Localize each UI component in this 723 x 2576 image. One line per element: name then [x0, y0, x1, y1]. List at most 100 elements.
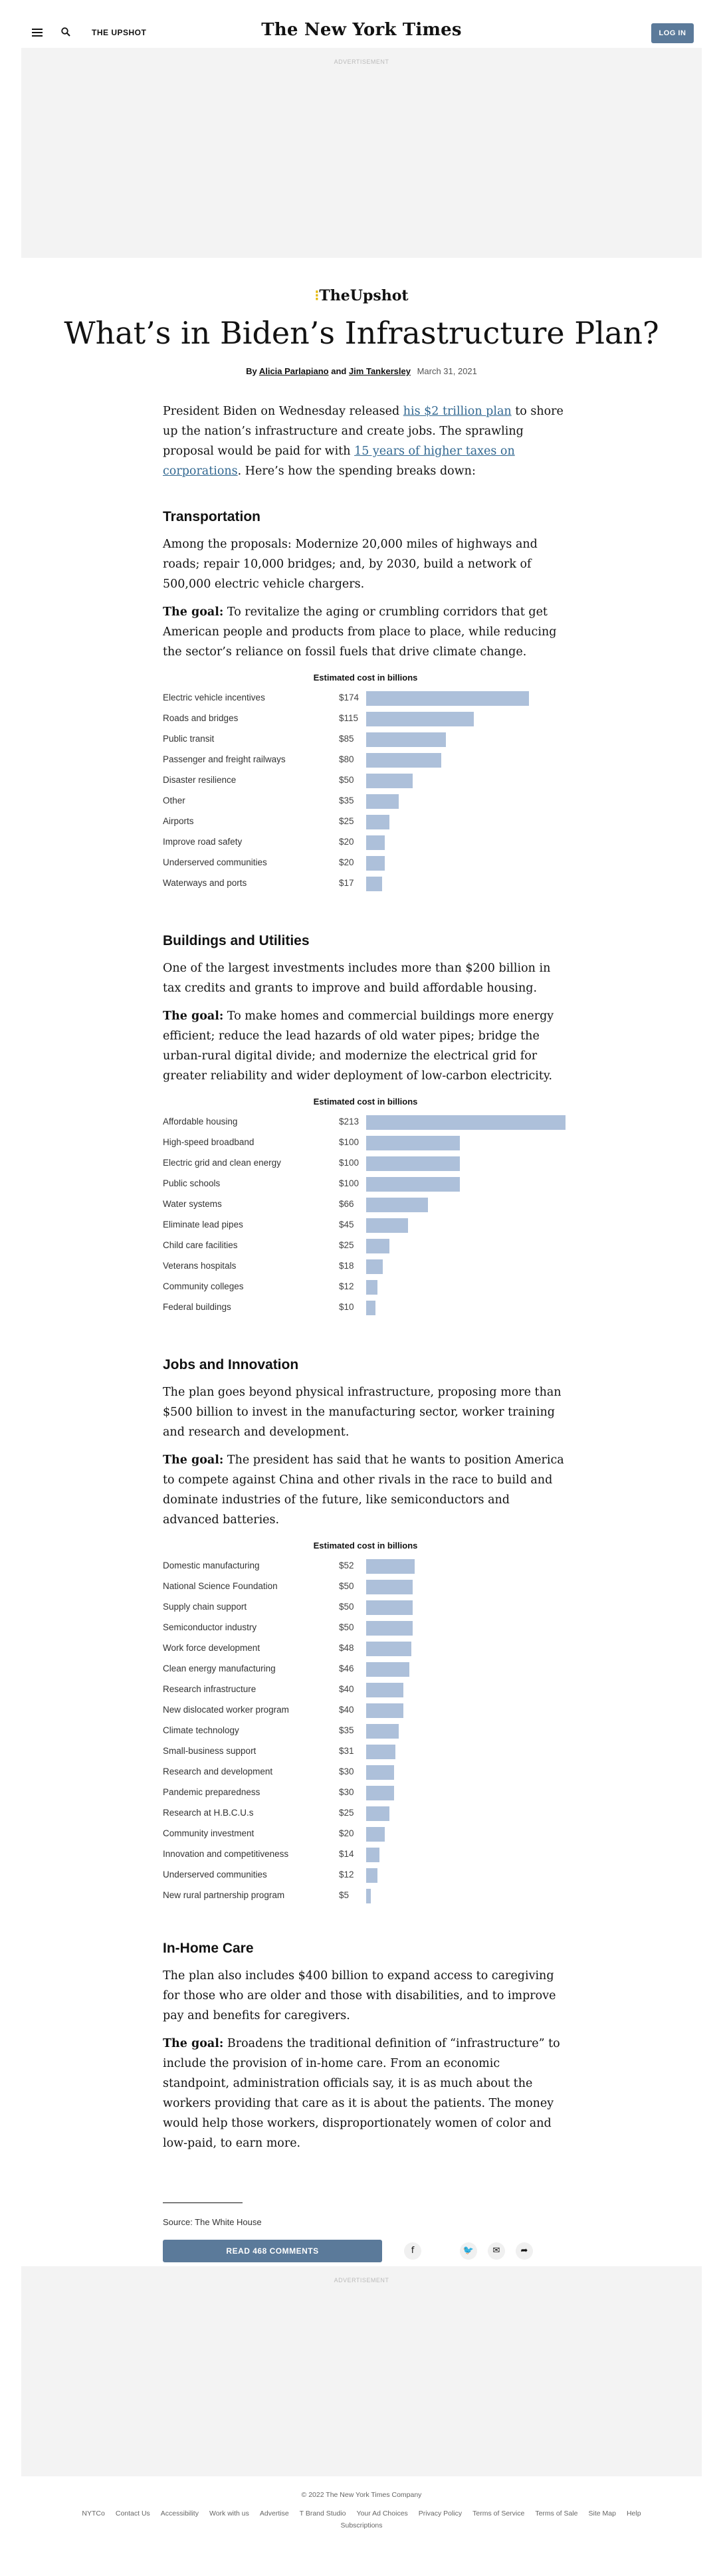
cost-chart-jobs: Estimated cost in billions Domestic manuf… [163, 1541, 568, 1919]
plan-link[interactable]: his $2 trillion plan [403, 405, 512, 418]
bar-category-label: Semiconductor industry [163, 1622, 257, 1632]
footer-link[interactable]: Advertise [259, 2510, 289, 2518]
chart-row: New dislocated worker program $40 [163, 1703, 568, 1718]
footer-link[interactable]: Help [626, 2510, 641, 2518]
chart-row: Airports $25 [163, 815, 568, 829]
bar-category-label: New rural partnership program [163, 1890, 285, 1900]
bar [366, 1745, 395, 1759]
bar [366, 1259, 383, 1274]
section-text: The plan goes beyond physical infrastruc… [163, 1386, 562, 1439]
bar-category-label: High-speed broadband [163, 1137, 255, 1147]
footer-link-subscriptions[interactable]: Subscriptions [340, 2522, 383, 2529]
section-text: One of the largest investments includes … [163, 962, 551, 995]
bar-category-label: Federal buildings [163, 1302, 231, 1312]
chart-row: Improve road safety $20 [163, 835, 568, 850]
bar-category-label: Public schools [163, 1178, 221, 1188]
bottom-advertisement[interactable]: ADVERTISEMENT [21, 2266, 702, 2476]
bar [366, 1642, 411, 1656]
bar [366, 1136, 460, 1150]
bar [366, 1115, 566, 1130]
bar-category-label: Underserved communities [163, 857, 267, 867]
bar [366, 815, 389, 829]
chart-row: Domestic manufacturing $52 [163, 1559, 568, 1574]
read-comments-button[interactable]: READ 468 COMMENTS [163, 2240, 382, 2262]
chart-row: Small-business support $31 [163, 1745, 568, 1759]
nyt-logo[interactable]: The New York Times [261, 20, 462, 40]
section-goal: The goal: The president has said that he… [163, 1453, 564, 1527]
chart-row: Community investment $20 [163, 1827, 568, 1842]
footer-link[interactable]: Terms of Sale [535, 2510, 578, 2518]
bar [366, 1827, 385, 1842]
bar-category-label: Roads and bridges [163, 713, 239, 723]
bar [366, 1177, 460, 1192]
chart-row: Passenger and freight railways $80 [163, 753, 568, 768]
bar-category-label: Work force development [163, 1643, 260, 1653]
chart-row: Community colleges $12 [163, 1280, 568, 1295]
author-link-2[interactable]: Jim Tankersley [348, 366, 411, 376]
section-name[interactable]: THE UPSHOT [92, 28, 147, 37]
bar-category-label: Affordable housing [163, 1117, 238, 1127]
bar [366, 1198, 428, 1212]
login-button[interactable]: LOG IN [651, 23, 694, 43]
bar [366, 732, 446, 747]
chart-row: Pandemic preparedness $30 [163, 1786, 568, 1800]
footer-link[interactable]: T Brand Studio [299, 2510, 346, 2518]
bar [366, 1806, 389, 1821]
ad-label: ADVERTISEMENT [334, 58, 389, 65]
chart-row: Public schools $100 [163, 1177, 568, 1192]
taxes-link[interactable]: 15 years of higher taxes on corporations [163, 445, 515, 478]
footer-link[interactable]: Accessibility [160, 2510, 199, 2518]
chart-row: Underserved communities $20 [163, 856, 568, 871]
chart-row: Semiconductor industry $50 [163, 1621, 568, 1636]
chart-row: Clean energy manufacturing $46 [163, 1662, 568, 1677]
bar [366, 1683, 403, 1697]
share-icon[interactable]: ➦ [516, 2242, 533, 2260]
chart-row: Research at H.B.C.U.s $25 [163, 1806, 568, 1821]
bar-category-label: Research and development [163, 1767, 273, 1776]
bar-category-label: Community investment [163, 1828, 255, 1838]
bar [366, 1218, 408, 1233]
email-icon[interactable]: ✉ [488, 2242, 505, 2260]
bar-category-label: Research infrastructure [163, 1684, 257, 1694]
bar [366, 1280, 377, 1295]
section-goal: The goal: To make homes and commercial b… [163, 1010, 554, 1083]
chart-row: Work force development $48 [163, 1642, 568, 1656]
footer-link[interactable]: Site Map [588, 2510, 616, 2518]
bar-category-label: Eliminate lead pipes [163, 1220, 243, 1230]
bar-category-label: Domestic manufacturing [163, 1560, 260, 1570]
footer-link[interactable]: Work with us [209, 2510, 249, 2518]
menu-icon[interactable] [32, 29, 43, 37]
chart-title: Estimated cost in billions [313, 1097, 418, 1107]
bar-category-label: Small-business support [163, 1746, 257, 1756]
chart-row: Waterways and ports $17 [163, 877, 568, 891]
top-advertisement[interactable]: ADVERTISEMENT [21, 48, 702, 258]
author-link-1[interactable]: Alicia Parlapiano [258, 366, 329, 376]
chart-row: Underserved communities $12 [163, 1868, 568, 1883]
bar [366, 1156, 460, 1171]
footer-link[interactable]: NYTCo [82, 2510, 105, 2518]
footer-link[interactable]: Your Ad Choices [356, 2510, 408, 2518]
bar [366, 1868, 377, 1883]
chart-row: Research infrastructure $40 [163, 1683, 568, 1697]
bar [366, 691, 529, 706]
chart-row: National Science Foundation $50 [163, 1580, 568, 1594]
footer-link[interactable]: Contact Us [115, 2510, 150, 2518]
ad-label: ADVERTISEMENT [334, 2277, 389, 2284]
bar [366, 1724, 399, 1739]
upshot-logo[interactable]: ⁝TheUpshot [314, 287, 409, 304]
bar-category-label: Public transit [163, 734, 215, 744]
section-heading: Jobs and Innovation [163, 1357, 299, 1372]
bar [366, 1786, 394, 1800]
bar-category-label: Disaster resilience [163, 775, 237, 785]
search-icon[interactable] [61, 27, 70, 37]
headline: What’s in Biden’s Infrastructure Plan? [64, 315, 659, 351]
chart-row: Eliminate lead pipes $45 [163, 1218, 568, 1233]
bar [366, 794, 399, 809]
footer-link[interactable]: Terms of Service [472, 2510, 525, 2518]
facebook-icon[interactable]: f [404, 2242, 421, 2260]
chart-title: Estimated cost in billions [313, 673, 418, 683]
bar-category-label: Electric vehicle incentives [163, 693, 265, 702]
twitter-icon[interactable]: 🐦 [460, 2242, 477, 2260]
footer-link[interactable]: Privacy Policy [418, 2510, 463, 2518]
bar-category-label: Supply chain support [163, 1602, 247, 1612]
